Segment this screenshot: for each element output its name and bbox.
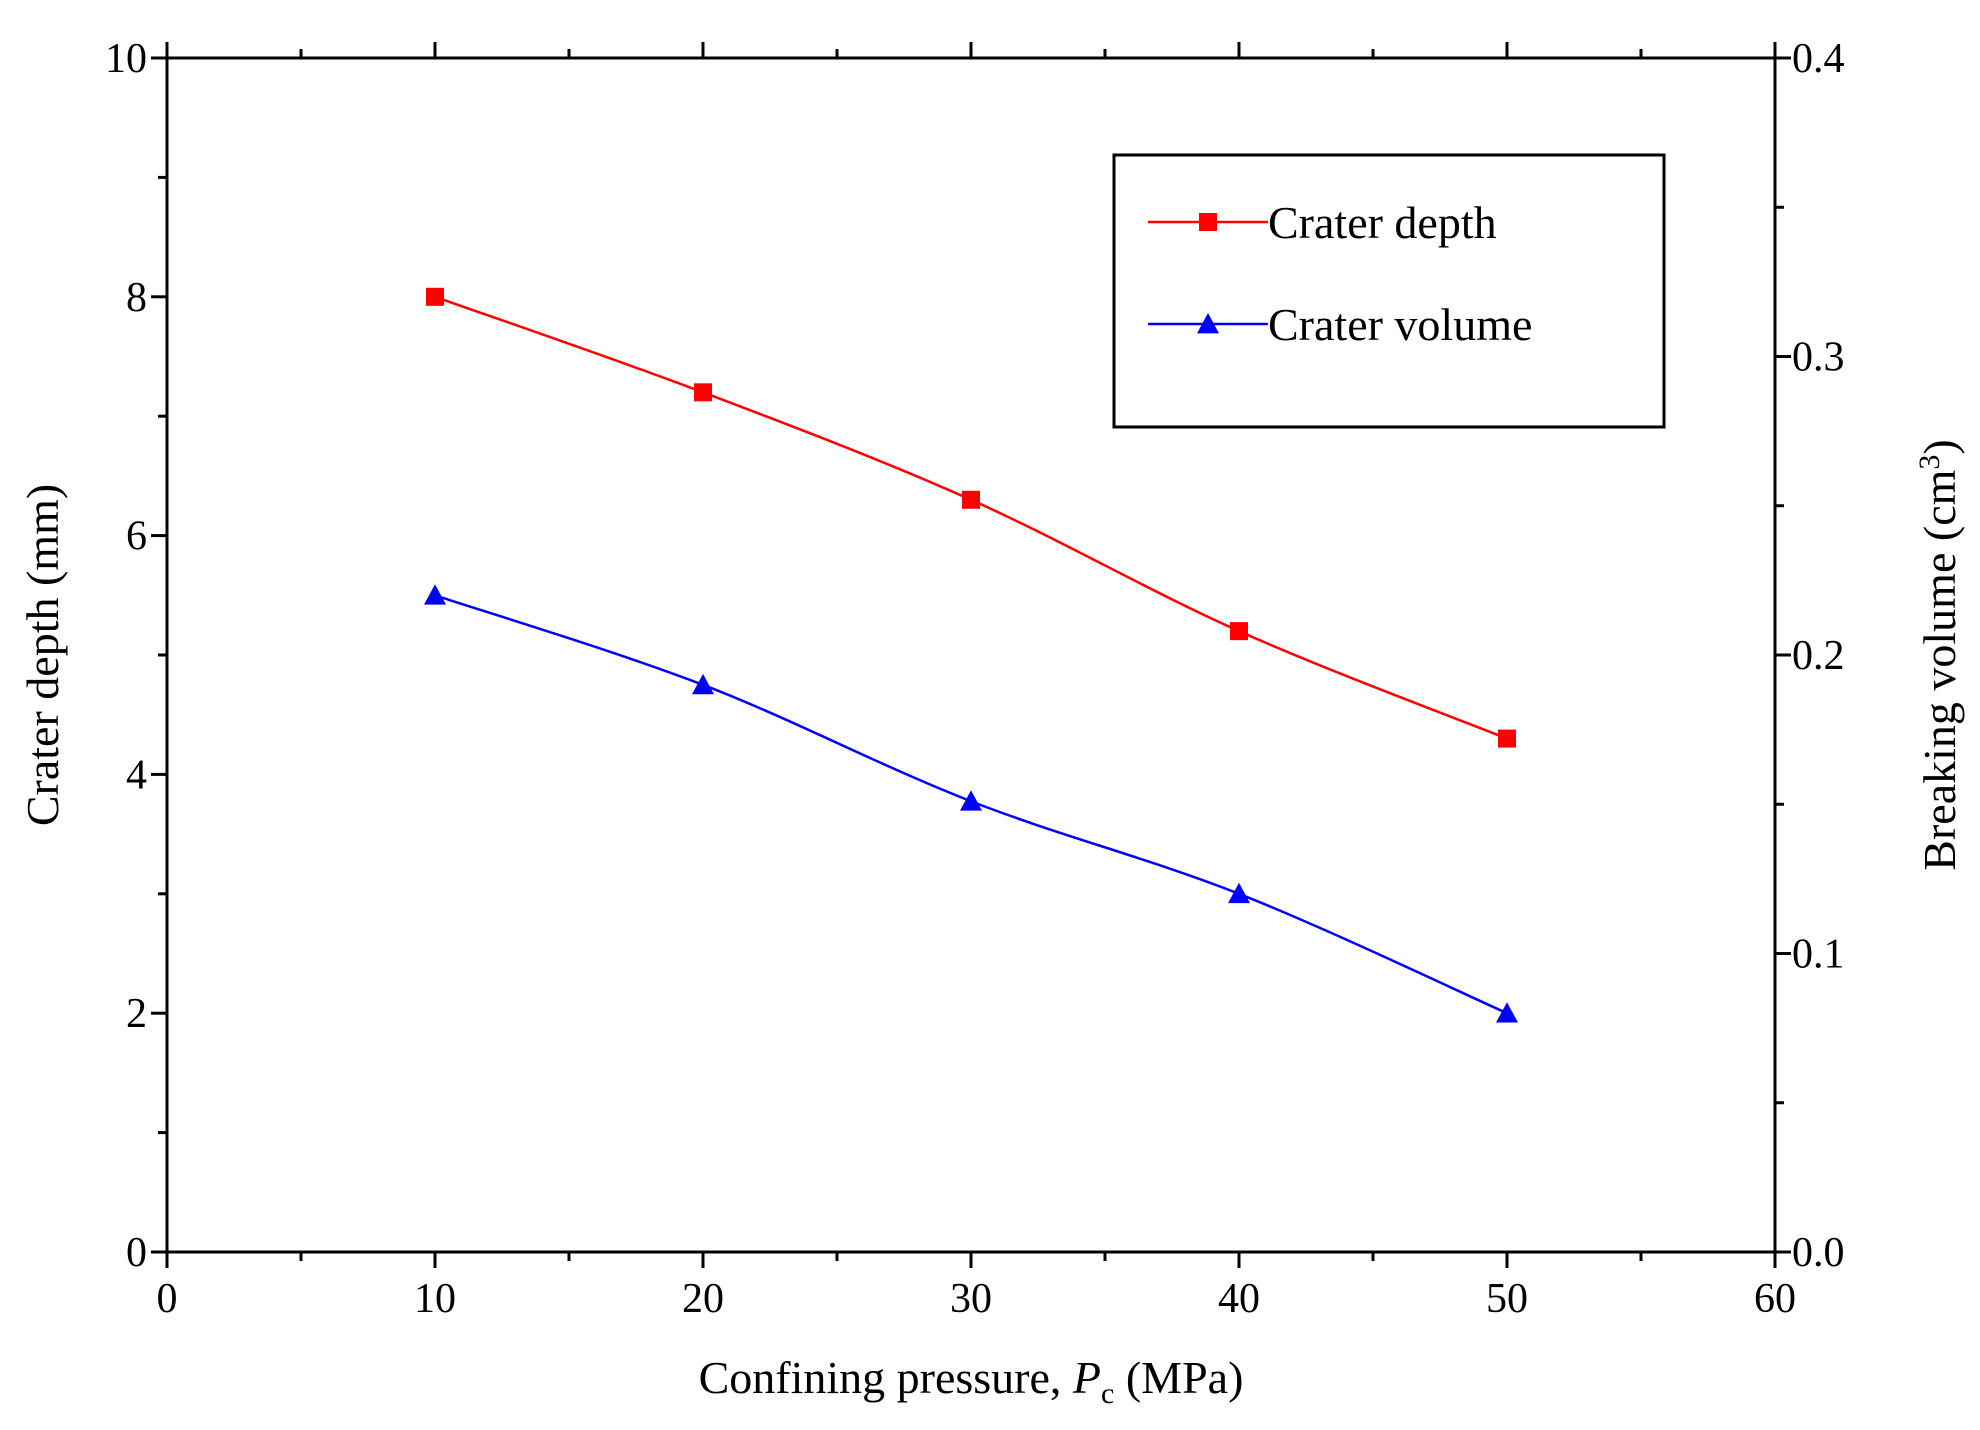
y-axis-title: Crater depth (mm) — [17, 484, 68, 826]
x-title-var: P — [1072, 1352, 1101, 1403]
x-title-prefix: Confining pressure, — [699, 1352, 1073, 1403]
legend-label-crater-volume: Crater volume — [1268, 299, 1532, 350]
axis-ticks — [151, 42, 1791, 1268]
y2-tick-label: 0.1 — [1792, 932, 1845, 978]
y2-axis-title: Breaking volume (cm3) — [1913, 439, 1965, 870]
crater-volume-point — [1496, 1002, 1518, 1023]
legend: Crater depth Crater volume — [1112, 153, 1666, 429]
legend-box — [1112, 153, 1666, 429]
y2-tick-label: 0.0 — [1792, 1230, 1845, 1276]
y2-title-sup: 3 — [1913, 455, 1946, 470]
y-tick-label: 2 — [126, 991, 147, 1037]
crater-volume-point — [1228, 882, 1250, 904]
x-tick-label: 10 — [414, 1276, 456, 1322]
y-tick-label: 6 — [126, 514, 147, 560]
y-tick-label: 4 — [126, 752, 147, 798]
y2-title-main: Breaking volume (cm — [1914, 469, 1965, 870]
x-tick-label: 50 — [1486, 1276, 1528, 1322]
crater-depth-point — [426, 287, 444, 306]
x-tick-label: 0 — [157, 1276, 178, 1322]
x-tick-label: 30 — [950, 1276, 992, 1322]
x-tick-label: 40 — [1218, 1276, 1260, 1322]
x-axis-title: Confining pressure, Pc (MPa) — [699, 1352, 1244, 1410]
crater-volume-point — [960, 790, 982, 811]
legend-marker-crater-depth — [1199, 213, 1217, 231]
series-layer — [424, 287, 1518, 1023]
legend-label-crater-depth: Crater depth — [1268, 197, 1497, 248]
crater-volume-point — [692, 673, 714, 695]
crater-depth-point — [1498, 729, 1516, 748]
legend-items: Crater depth Crater volume — [1148, 197, 1532, 350]
x-tick-label: 20 — [682, 1276, 724, 1322]
y-tick-label: 10 — [105, 36, 147, 82]
y-tick-label: 8 — [126, 275, 147, 321]
y2-tick-label: 0.3 — [1792, 335, 1845, 381]
crater-depth-point — [694, 383, 712, 402]
x-tick-label: 60 — [1754, 1276, 1796, 1322]
x-title-sub: c — [1101, 1377, 1114, 1410]
crater-depth-point — [1230, 622, 1248, 641]
crater-depth-point — [962, 490, 980, 509]
y2-tick-label: 0.2 — [1792, 633, 1845, 679]
y2-tick-label: 0.4 — [1792, 36, 1845, 82]
y-tick-label: 0 — [126, 1230, 147, 1276]
legend-marker-crater-volume — [1197, 313, 1219, 334]
y2-title-end: ) — [1914, 439, 1965, 454]
crater-volume-point — [424, 584, 446, 605]
x-title-suffix: (MPa) — [1114, 1352, 1243, 1403]
tick-labels: 0 10 20 30 40 50 60 0 2 4 6 8 10 0.0 0.1 0.2 0.3 0.4 — [105, 36, 1845, 1322]
